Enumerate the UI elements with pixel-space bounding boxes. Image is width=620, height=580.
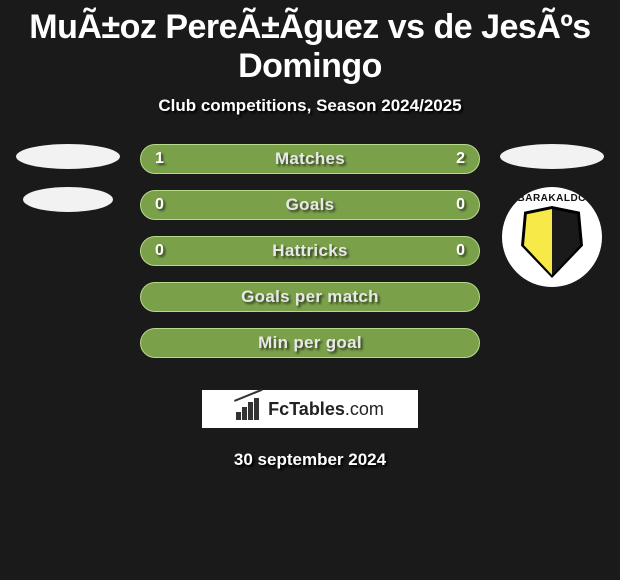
stat-label: Min per goal xyxy=(258,333,362,353)
stat-label: Hattricks xyxy=(272,241,347,261)
brand-name-main: FcTables xyxy=(268,399,345,419)
stat-label: Goals xyxy=(286,195,335,215)
stat-right-value: 2 xyxy=(456,150,465,168)
player-left-club-placeholder xyxy=(23,187,113,212)
stat-bars: 1 Matches 2 0 Goals 0 0 Hattricks 0 Goal… xyxy=(140,144,480,358)
right-player-column: BARAKALDO xyxy=(492,144,612,287)
shield-icon xyxy=(521,206,583,278)
snapshot-date: 30 september 2024 xyxy=(0,450,620,470)
player-right-avatar-placeholder xyxy=(500,144,604,169)
stat-left-value: 0 xyxy=(155,242,164,260)
brand-text: FcTables.com xyxy=(268,399,384,420)
player-left-avatar-placeholder xyxy=(16,144,120,169)
page-title: MuÃ±oz PereÃ±Ãguez vs de JesÃºs Domingo xyxy=(0,0,620,90)
shield-right-half xyxy=(552,209,580,275)
badge-arc-text: BARAKALDO xyxy=(518,193,587,204)
stat-row-hattricks: 0 Hattricks 0 xyxy=(140,236,480,266)
stat-row-matches: 1 Matches 2 xyxy=(140,144,480,174)
stat-left-value: 0 xyxy=(155,196,164,214)
brand-logo: FcTables.com xyxy=(202,390,418,428)
stat-right-value: 0 xyxy=(456,196,465,214)
stat-right-value: 0 xyxy=(456,242,465,260)
shield-left-half xyxy=(524,209,552,275)
bar-chart-icon xyxy=(236,398,260,420)
page-subtitle: Club competitions, Season 2024/2025 xyxy=(0,96,620,116)
stat-row-goals-per-match: Goals per match xyxy=(140,282,480,312)
compare-area: BARAKALDO 1 Matches 2 0 Goals 0 0 Hattri… xyxy=(0,144,620,374)
stat-row-min-per-goal: Min per goal xyxy=(140,328,480,358)
player-right-club-badge: BARAKALDO xyxy=(502,187,602,287)
stat-label: Matches xyxy=(275,149,345,169)
stat-left-value: 1 xyxy=(155,150,164,168)
brand-name-suffix: .com xyxy=(345,399,384,419)
left-player-column xyxy=(8,144,128,212)
stat-label: Goals per match xyxy=(241,287,379,307)
stat-row-goals: 0 Goals 0 xyxy=(140,190,480,220)
